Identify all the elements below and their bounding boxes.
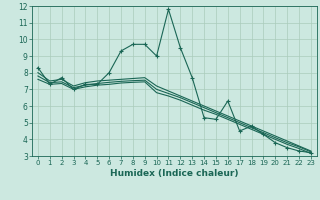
X-axis label: Humidex (Indice chaleur): Humidex (Indice chaleur) <box>110 169 239 178</box>
